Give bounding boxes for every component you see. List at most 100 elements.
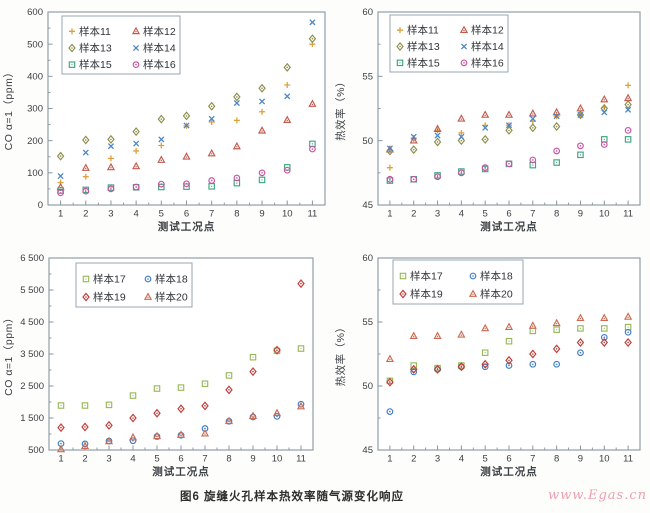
data-point-marker — [233, 99, 240, 107]
y-axis: 45 50 55 60 — [362, 253, 383, 456]
svg-text:样本15: 样本15 — [407, 56, 440, 69]
data-point-marker — [457, 114, 466, 122]
data-point-marker — [386, 164, 393, 171]
data-point-marker — [105, 401, 113, 409]
data-point-marker — [552, 318, 561, 327]
data-point-marker — [460, 59, 468, 67]
data-point-marker — [57, 402, 65, 409]
data-point-marker — [207, 148, 216, 157]
data-point-marker — [183, 180, 190, 188]
data-point-marker — [624, 126, 632, 134]
data-point-marker — [259, 108, 266, 115]
data-point-marker — [81, 422, 89, 432]
data-point-marker — [132, 61, 140, 69]
data-point-marker — [482, 124, 489, 131]
data-point-marker — [396, 42, 404, 51]
data-point-marker — [576, 313, 585, 322]
svg-text:样本15: 样本15 — [79, 58, 112, 71]
data-point-marker — [481, 349, 489, 356]
data-point-marker — [459, 25, 469, 34]
data-point-marker — [272, 408, 282, 417]
data-point-marker — [386, 377, 394, 387]
data-point-marker — [481, 164, 489, 172]
legend-item-样本13: 样本13 — [396, 40, 440, 53]
legend-item-样本11: 样本11 — [69, 25, 111, 38]
svg-text:400: 400 — [27, 72, 43, 83]
data-point-marker — [224, 416, 234, 425]
data-point-marker — [386, 145, 393, 152]
x-axis-label: 测试工况点 — [152, 465, 210, 478]
data-point-marker — [553, 360, 561, 368]
data-point-marker — [283, 115, 292, 123]
data-point-marker — [553, 147, 561, 155]
svg-text:3: 3 — [108, 209, 113, 220]
svg-text:4: 4 — [130, 454, 135, 465]
data-point-marker — [577, 111, 584, 118]
svg-text:9: 9 — [578, 209, 583, 220]
data-point-marker — [105, 420, 113, 430]
data-point-marker — [201, 401, 209, 411]
data-point-marker — [399, 272, 407, 280]
data-point-marker — [552, 107, 561, 116]
data-point-marker — [409, 136, 418, 144]
x-axis: 1 2 3 4 5 6 7 8 9 10 11 — [387, 445, 633, 465]
svg-text:2: 2 — [82, 454, 87, 465]
data-point-marker — [233, 117, 240, 124]
data-point-marker — [81, 163, 90, 171]
data-point-marker — [56, 444, 66, 453]
svg-text:样本20: 样本20 — [155, 291, 188, 304]
data-point-marker — [529, 360, 537, 368]
svg-text:200: 200 — [27, 136, 43, 147]
data-point-marker — [601, 109, 608, 116]
svg-text:1: 1 — [387, 454, 392, 465]
data-point-marker — [457, 330, 466, 338]
series-样本16 — [386, 126, 632, 183]
data-point-marker — [399, 289, 407, 299]
data-point-marker — [157, 114, 166, 124]
svg-text:样本16: 样本16 — [471, 56, 504, 69]
svg-text:11: 11 — [623, 454, 633, 465]
data-point-marker — [552, 344, 561, 354]
data-point-marker — [505, 160, 513, 168]
data-point-marker — [283, 166, 291, 174]
svg-text:7: 7 — [202, 454, 207, 465]
data-point-marker — [132, 44, 140, 52]
data-point-marker — [296, 401, 306, 410]
data-point-marker — [505, 337, 513, 345]
legend-item-样本16: 样本16 — [132, 58, 176, 71]
data-point-marker — [504, 110, 514, 118]
data-point-marker — [177, 384, 185, 391]
svg-text:6: 6 — [178, 454, 183, 465]
data-point-marker — [208, 177, 216, 184]
data-point-marker — [625, 106, 632, 113]
svg-text:45: 45 — [362, 445, 373, 456]
svg-text:500: 500 — [28, 445, 44, 456]
data-point-marker — [460, 43, 468, 50]
data-point-marker — [434, 173, 441, 181]
svg-text:10: 10 — [282, 209, 293, 220]
data-point-marker — [577, 142, 584, 150]
data-point-marker — [552, 122, 561, 132]
data-point-marker — [107, 185, 115, 193]
data-point-marker — [600, 94, 609, 103]
data-point-marker — [283, 62, 291, 72]
data-point-marker — [208, 115, 215, 122]
legend-item-样本11: 样本11 — [397, 24, 439, 37]
data-point-marker — [104, 436, 114, 445]
svg-text:样本17: 样本17 — [410, 270, 443, 283]
data-point-marker — [128, 432, 138, 441]
data-point-marker — [600, 141, 608, 148]
data-point-marker — [82, 187, 90, 195]
data-point-marker — [249, 367, 257, 377]
data-point-marker — [232, 141, 241, 150]
y-axis: 500 1 500 2 500 3 500 4 500 5 500 6 500 — [20, 253, 54, 456]
data-point-marker — [144, 275, 152, 283]
legend: 样本17 样本18 样本19 样本20 — [392, 259, 524, 305]
y-axis: 0 100 200 300 400 500 600 — [27, 7, 53, 211]
svg-text:600: 600 — [27, 7, 43, 18]
data-point-marker — [132, 161, 141, 170]
legend-item-样本18: 样本18 — [469, 270, 513, 283]
data-point-marker — [257, 126, 267, 134]
data-point-marker — [132, 127, 140, 137]
svg-text:6: 6 — [184, 209, 189, 220]
